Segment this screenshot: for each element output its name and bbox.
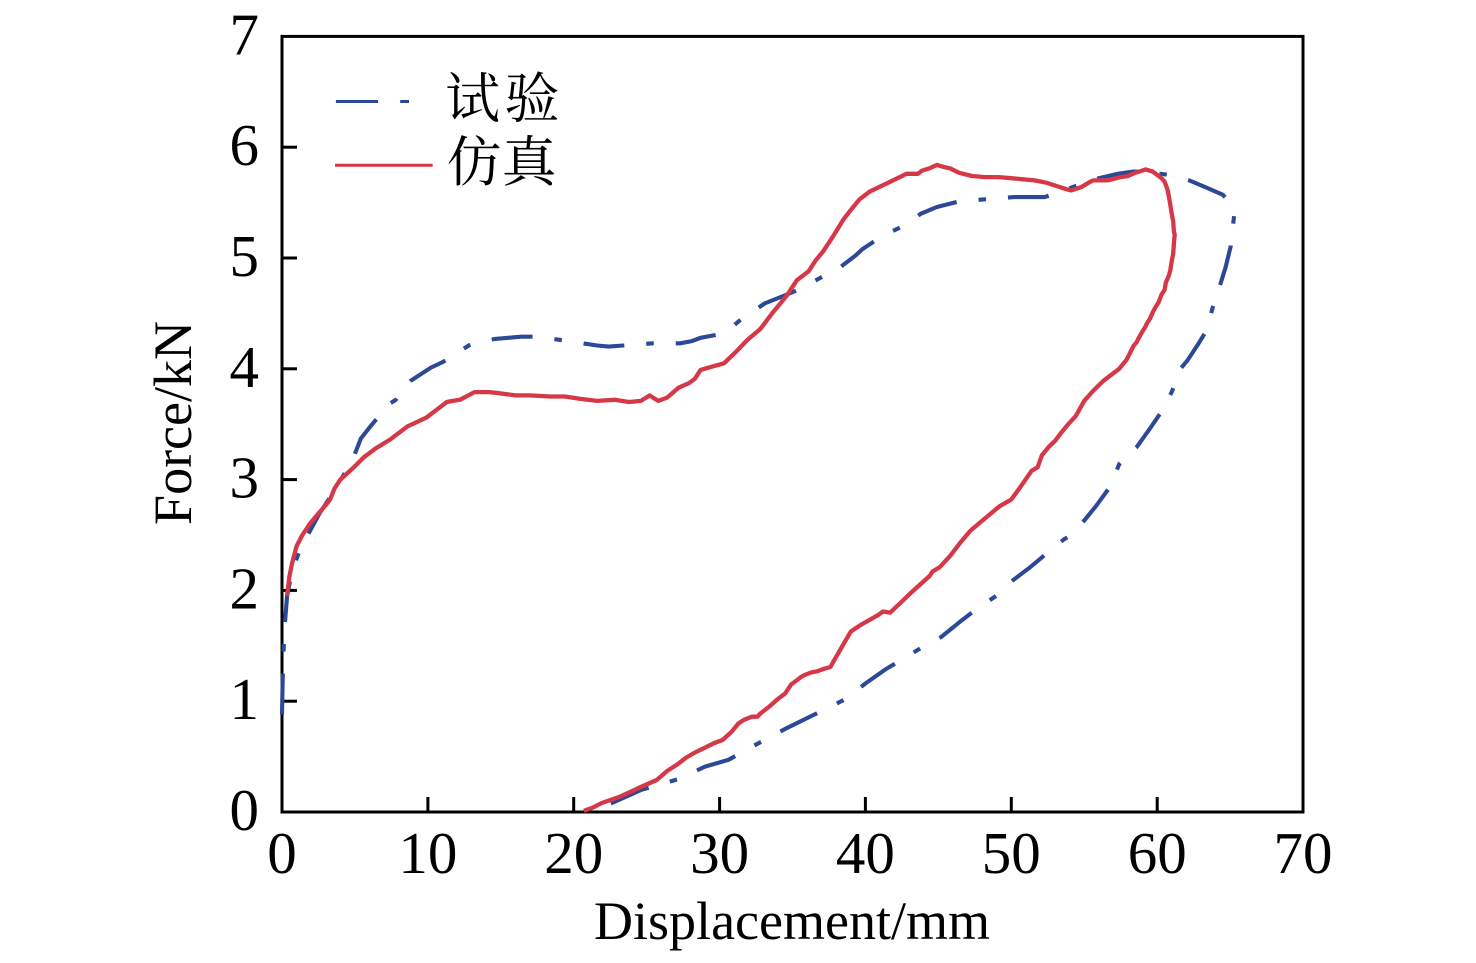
svg-text:50: 50 bbox=[982, 820, 1041, 886]
svg-text:5: 5 bbox=[230, 223, 260, 289]
svg-text:70: 70 bbox=[1274, 820, 1333, 886]
svg-text:4: 4 bbox=[230, 334, 260, 400]
svg-text:40: 40 bbox=[836, 820, 895, 886]
svg-text:1: 1 bbox=[230, 666, 260, 732]
svg-text:20: 20 bbox=[544, 820, 603, 886]
svg-text:Displacement/mm: Displacement/mm bbox=[594, 891, 990, 951]
svg-text:10: 10 bbox=[398, 820, 457, 886]
svg-text:2: 2 bbox=[230, 555, 260, 621]
svg-text:3: 3 bbox=[230, 445, 260, 511]
svg-text:7: 7 bbox=[230, 1, 260, 67]
svg-text:30: 30 bbox=[690, 820, 749, 886]
svg-text:0: 0 bbox=[267, 820, 297, 886]
svg-text:6: 6 bbox=[230, 112, 260, 178]
svg-text:Force/kN: Force/kN bbox=[143, 321, 203, 525]
svg-text:60: 60 bbox=[1128, 820, 1187, 886]
svg-text:0: 0 bbox=[230, 777, 260, 843]
